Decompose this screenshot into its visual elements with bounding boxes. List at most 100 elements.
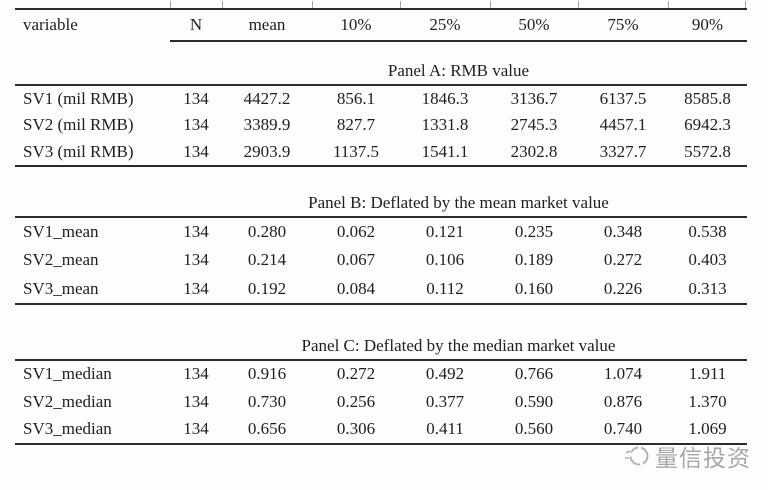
row-label: SV2 (mil RMB): [23, 115, 134, 135]
stat-cell: 1.370: [688, 391, 727, 411]
stat-cell: 0.192: [222, 275, 312, 305]
stat-cell: 0.280: [247, 221, 287, 241]
column-tick-mark: [490, 1, 491, 8]
stat-cell: 134: [183, 221, 209, 241]
panel-a-heading-row: Panel A: RMB value: [15, 41, 747, 86]
stat-cell: 1541.1: [400, 139, 490, 167]
spacer-cell: [15, 41, 170, 86]
stat-cell: 0.235: [514, 221, 554, 241]
watermark-logo-icon: [624, 442, 652, 470]
spacer-cell: [15, 329, 170, 361]
column-header-variable: variable: [23, 15, 78, 35]
panel-b: Panel B: Deflated by the mean market val…: [15, 187, 747, 329]
column-tick-mark: [222, 1, 223, 8]
table-row: SV3_median 134 0.656 0.306 0.411 0.560 0…: [15, 416, 747, 445]
panel-gap: [15, 166, 747, 187]
table-row: SV2_median 134 0.730 0.256 0.377 0.590 0…: [15, 388, 747, 416]
stat-cell: 3389.9: [243, 115, 291, 135]
stat-cell: 0.560: [490, 416, 578, 445]
stat-cell: 4427.2: [243, 88, 291, 108]
stat-cell: 0.730: [247, 391, 287, 411]
stat-cell: 6942.3: [684, 115, 731, 135]
stat-cell: 1.911: [688, 364, 727, 384]
stat-cell: 6137.5: [599, 88, 647, 108]
row-label: SV3_median: [15, 416, 170, 445]
stat-cell: 134: [183, 391, 209, 411]
stat-cell: 2903.9: [222, 139, 312, 167]
header-row: variable N mean 10% 25% 50% 75% 90%: [15, 9, 747, 42]
row-label: SV3 (mil RMB): [15, 139, 170, 167]
watermark-text: 量信投资: [655, 445, 751, 471]
column-header-p75: 75%: [578, 9, 668, 42]
stat-cell: 134: [183, 88, 209, 108]
stat-cell: 134: [183, 250, 209, 270]
table-row: SV1_mean 134 0.280 0.062 0.121 0.235 0.3…: [15, 217, 747, 246]
stat-cell: 0.377: [425, 391, 465, 411]
stat-cell: 2745.3: [510, 115, 558, 135]
stat-cell: 8585.8: [684, 88, 731, 108]
stat-cell: 1846.3: [421, 88, 469, 108]
panel-a: Panel A: RMB value SV1 (mil RMB) 134 442…: [15, 41, 747, 187]
stat-cell: 134: [183, 364, 209, 384]
stat-cell: 0.538: [688, 221, 727, 241]
stat-cell: 0.272: [336, 364, 376, 384]
stat-cell: 3136.7: [510, 88, 558, 108]
stat-cell: 4457.1: [599, 115, 647, 135]
panel-c-title: Panel C: Deflated by the median market v…: [170, 329, 747, 361]
stat-cell: 0.876: [603, 391, 643, 411]
stat-cell: 0.084: [312, 275, 400, 305]
stat-cell: 0.403: [688, 250, 727, 270]
stat-cell: 827.7: [336, 115, 376, 135]
column-header-p25: 25%: [400, 9, 490, 42]
stat-cell: 2302.8: [490, 139, 578, 167]
column-header-n: N: [170, 9, 222, 42]
column-tick-mark: [170, 1, 171, 8]
row-label: SV3_mean: [15, 275, 170, 305]
stat-cell: 0.313: [668, 275, 747, 305]
panel-c: Panel C: Deflated by the median market v…: [15, 329, 747, 445]
stat-cell: 0.067: [336, 250, 376, 270]
panel-a-title: Panel A: RMB value: [170, 41, 747, 86]
stat-cell: 0.272: [603, 250, 643, 270]
row-label: SV2_mean: [23, 250, 99, 270]
stat-cell: 0.256: [336, 391, 376, 411]
stat-cell: 134: [183, 115, 209, 135]
row-label: SV1 (mil RMB): [23, 88, 134, 108]
stat-cell: 1137.5: [312, 139, 400, 167]
stat-cell: 856.1: [336, 88, 376, 108]
column-tick-mark: [578, 1, 579, 8]
table-row: SV1_median 134 0.916 0.272 0.492 0.766 1…: [15, 360, 747, 388]
panel-gap: [15, 304, 747, 329]
stat-cell: 134: [170, 139, 222, 167]
stat-cell: 0.189: [514, 250, 554, 270]
table-row: SV3 (mil RMB) 134 2903.9 1137.5 1541.1 2…: [15, 139, 747, 167]
summary-statistics-table: variable N mean 10% 25% 50% 75% 90% Pane…: [15, 8, 747, 445]
stat-cell: 0.656: [222, 416, 312, 445]
column-header-p10: 10%: [312, 9, 400, 42]
column-tick-mark: [745, 1, 746, 8]
stat-cell: 0.492: [425, 364, 465, 384]
table-row: SV2_mean 134 0.214 0.067 0.106 0.189 0.2…: [15, 246, 747, 275]
row-label: SV1_median: [23, 364, 112, 384]
stat-cell: 134: [170, 275, 222, 305]
panel-b-heading-row: Panel B: Deflated by the mean market val…: [15, 187, 747, 218]
stat-cell: 5572.8: [668, 139, 747, 167]
stat-cell: 0.106: [425, 250, 465, 270]
column-header-p90: 90%: [668, 9, 747, 42]
panel-b-title: Panel B: Deflated by the mean market val…: [170, 187, 747, 218]
stat-cell: 0.766: [514, 364, 554, 384]
spacer-cell: [15, 166, 747, 187]
stat-cell: 0.411: [400, 416, 490, 445]
table-row: SV1 (mil RMB) 134 4427.2 856.1 1846.3 31…: [15, 85, 747, 112]
stat-cell: 0.348: [603, 221, 643, 241]
table-row: SV2 (mil RMB) 134 3389.9 827.7 1331.8 27…: [15, 112, 747, 139]
panel-c-heading-row: Panel C: Deflated by the median market v…: [15, 329, 747, 361]
table-row: SV3_mean 134 0.192 0.084 0.112 0.160 0.2…: [15, 275, 747, 305]
column-tick-mark: [400, 1, 401, 8]
stat-cell: 0.590: [514, 391, 554, 411]
column-tick-mark: [312, 1, 313, 8]
stat-cell: 0.916: [247, 364, 287, 384]
stat-cell: 0.214: [247, 250, 287, 270]
stat-cell: 1.074: [603, 364, 643, 384]
